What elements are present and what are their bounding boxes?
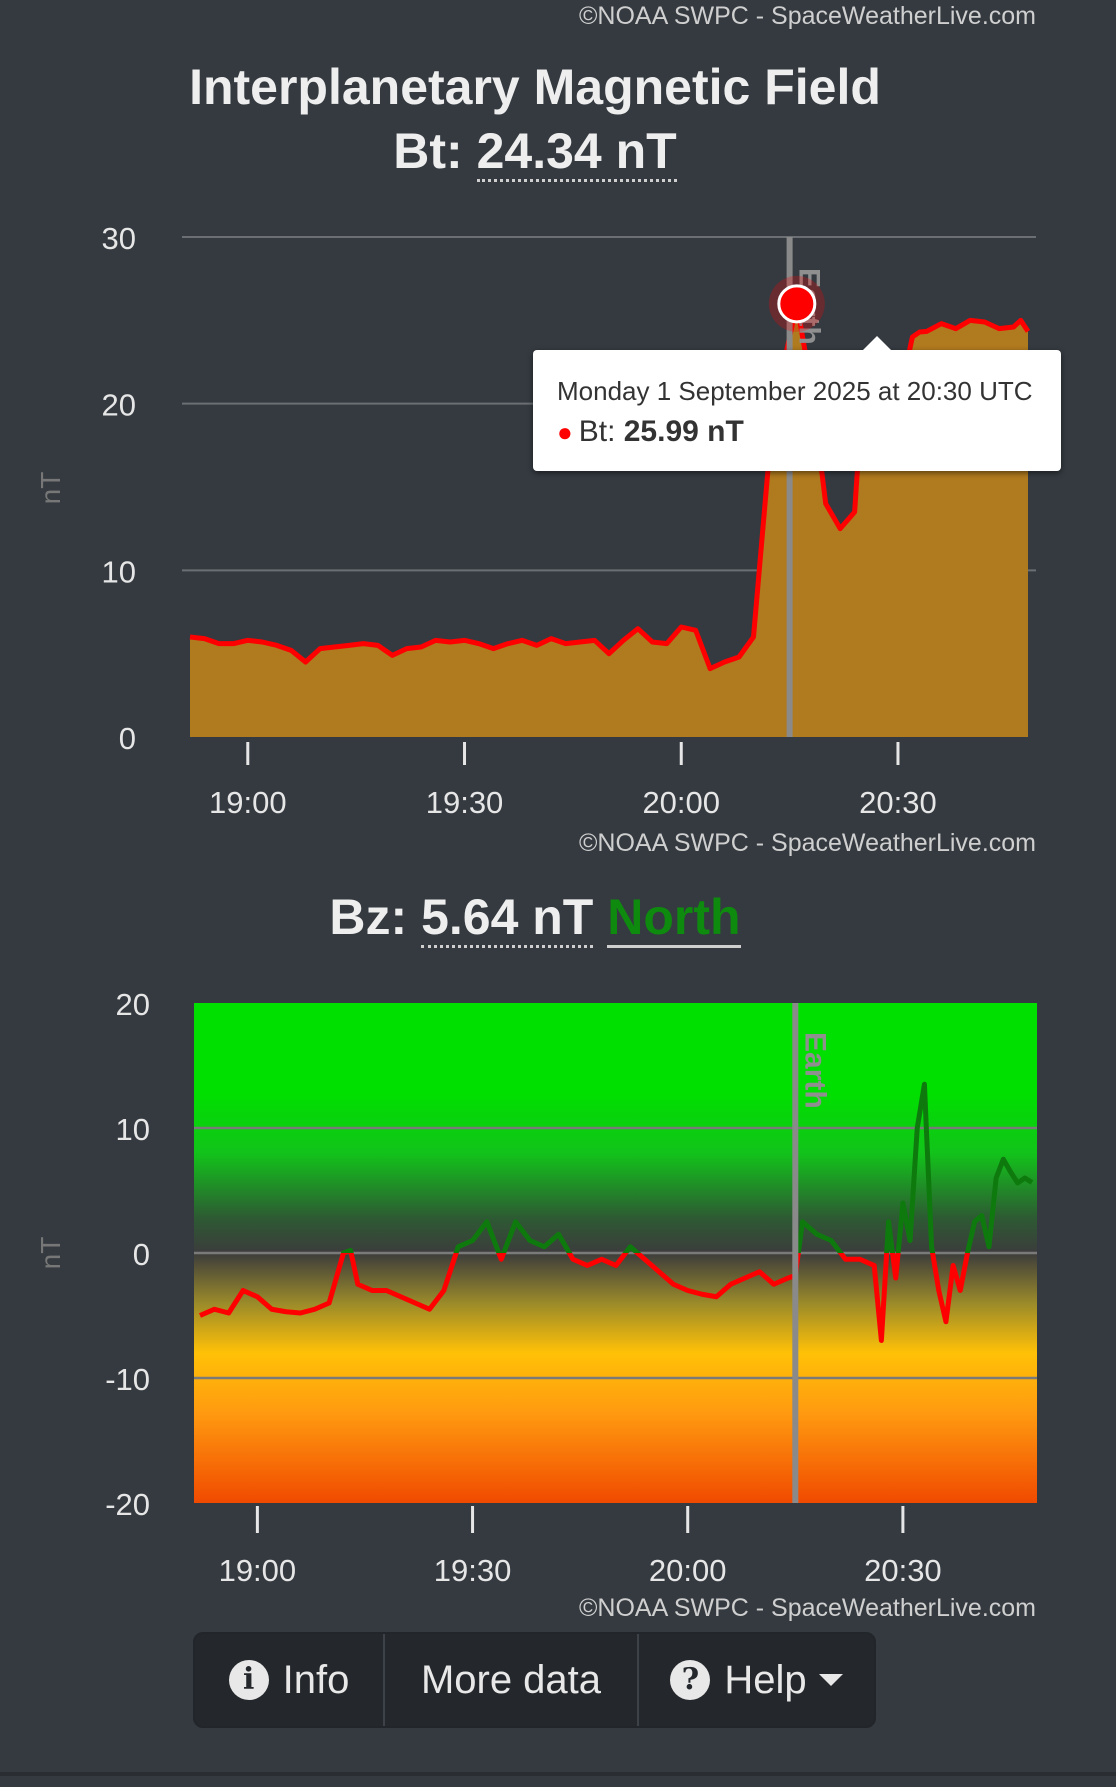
bt-readout: Bt: 24.34 nT bbox=[0, 122, 1070, 182]
bt-axis: 0 10 20 30 19:00 19:30 20:00 20:30 bbox=[102, 221, 937, 820]
bz-x-tick-label: 20:00 bbox=[649, 1553, 727, 1588]
info-button[interactable]: i Info bbox=[195, 1634, 385, 1726]
chevron-down-icon bbox=[818, 1674, 843, 1686]
help-label: Help bbox=[724, 1657, 807, 1702]
credit-bottom: ©NOAA SWPC - SpaceWeatherLive.com bbox=[578, 1594, 1036, 1622]
bt-area bbox=[190, 303, 1028, 737]
more-data-label: More data bbox=[420, 1657, 602, 1702]
tooltip-arrow bbox=[863, 336, 891, 350]
bz-earth-label: Earth bbox=[798, 1032, 831, 1109]
button-group: i Info More data ? Help bbox=[193, 1632, 876, 1728]
bottom-divider bbox=[0, 1772, 1116, 1776]
tooltip: Monday 1 September 2025 at 20:30 UTC ● Bt… bbox=[533, 336, 1061, 471]
bt-y-tick-label: 0 bbox=[119, 721, 136, 756]
tooltip-date: Monday 1 September 2025 at 20:30 UTC bbox=[557, 376, 1033, 406]
bt-y-axis-label: nT bbox=[35, 472, 66, 505]
bz-label: Bz: bbox=[329, 889, 422, 945]
bt-x-tick-label: 20:30 bbox=[859, 785, 937, 820]
info-label: Info bbox=[282, 1657, 350, 1702]
tooltip-series-dot: ● bbox=[557, 417, 573, 447]
bz-y-tick-label: -10 bbox=[105, 1362, 150, 1397]
bt-y-tick-label: 30 bbox=[102, 221, 136, 256]
bz-chart: Earth 20 10 0 -10 -20 19:00 19:30 20:00 20:30 nT bbox=[35, 987, 1037, 1588]
help-button[interactable]: ? Help bbox=[639, 1634, 874, 1726]
bz-line-south bbox=[199, 1253, 971, 1343]
bz-y-tick-label: 10 bbox=[116, 1112, 150, 1147]
bz-grid bbox=[194, 1003, 1037, 1503]
bt-label: Bt: bbox=[393, 123, 477, 179]
credit-mid: ©NOAA SWPC - SpaceWeatherLive.com bbox=[578, 829, 1036, 857]
bz-readout: Bz: 5.64 nT North bbox=[0, 888, 1070, 948]
bt-x-tick-label: 19:00 bbox=[209, 785, 287, 820]
bz-y-axis-label: nT bbox=[35, 1237, 66, 1270]
bz-y-tick-label: 0 bbox=[133, 1237, 150, 1272]
more-data-button[interactable]: More data bbox=[385, 1634, 639, 1726]
bz-axis: 20 10 0 -10 -20 19:00 19:30 20:00 20:30 bbox=[105, 987, 941, 1588]
bz-direction[interactable]: North bbox=[607, 889, 741, 948]
bz-x-tick-label: 19:00 bbox=[219, 1553, 297, 1588]
bz-value[interactable]: 5.64 nT bbox=[421, 889, 594, 948]
credit-top: ©NOAA SWPC - SpaceWeatherLive.com bbox=[578, 2, 1036, 30]
bz-y-tick-label: -20 bbox=[105, 1487, 150, 1522]
question-icon: ? bbox=[670, 1660, 711, 1700]
info-icon: i bbox=[228, 1660, 269, 1700]
bt-x-tick-label: 20:00 bbox=[642, 785, 720, 820]
tooltip-series-label: Bt: bbox=[578, 415, 624, 448]
bz-x-tick-label: 20:30 bbox=[864, 1553, 942, 1588]
bt-highlight-point bbox=[777, 284, 817, 324]
bz-x-tick-label: 19:30 bbox=[434, 1553, 512, 1588]
bt-value[interactable]: 24.34 nT bbox=[476, 123, 677, 182]
bt-y-tick-label: 20 bbox=[102, 388, 136, 423]
bz-plot: Earth bbox=[199, 1003, 1034, 1503]
bt-y-tick-label: 10 bbox=[102, 554, 136, 589]
bz-y-tick-label: 20 bbox=[116, 987, 150, 1022]
bt-plot: Earth bbox=[189, 237, 1031, 737]
bt-x-tick-label: 19:30 bbox=[426, 785, 504, 820]
tooltip-value-row: ● Bt: 25.99 nT bbox=[557, 415, 1037, 449]
tooltip-value: 25.99 nT bbox=[623, 415, 744, 448]
chart-title: Interplanetary Magnetic Field bbox=[189, 59, 881, 115]
